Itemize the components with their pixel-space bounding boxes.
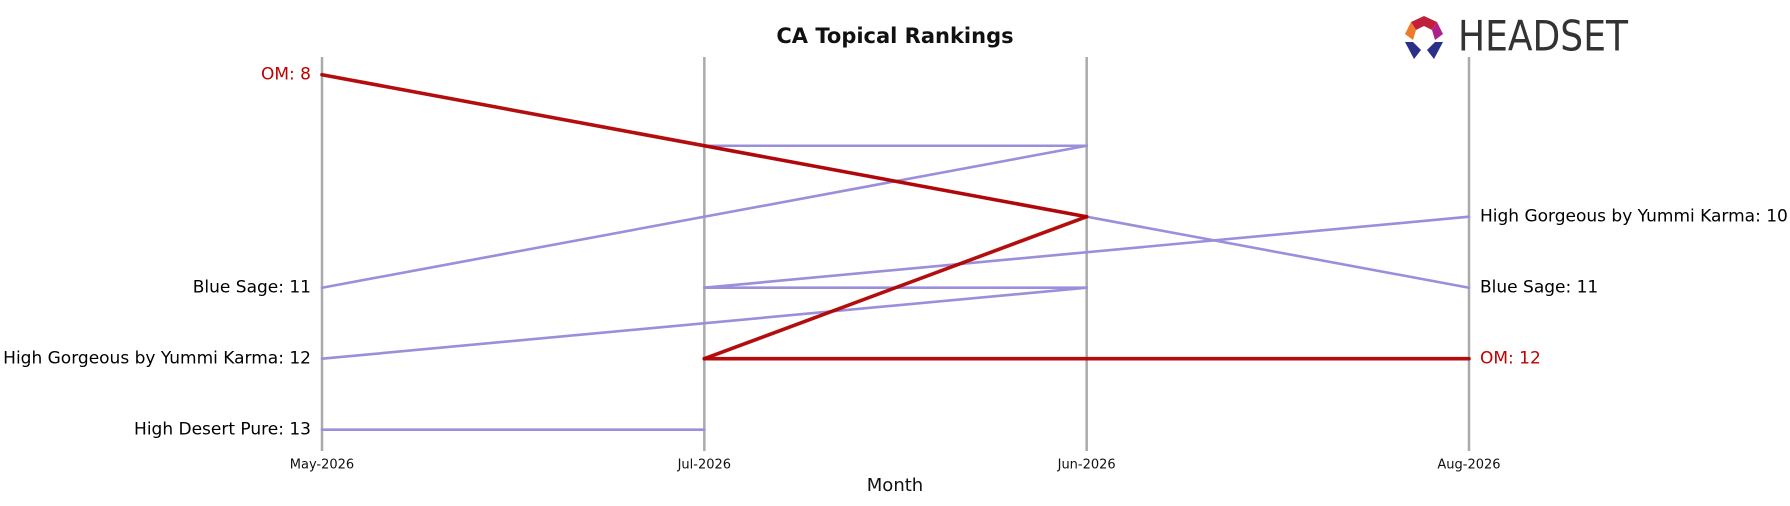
value-label: OM: 8	[261, 65, 311, 85]
value-label: High Desert Pure: 13	[134, 420, 311, 440]
value-label: High Gorgeous by Yummi Karma: 12	[3, 349, 311, 369]
chart-title: CA Topical Rankings	[776, 24, 1013, 48]
value-label: High Gorgeous by Yummi Karma: 10	[1480, 207, 1788, 227]
rank-segment	[320, 144, 1088, 290]
x-tick-label: Aug-2026	[1437, 458, 1500, 473]
logo-icon-top	[1411, 16, 1437, 30]
logo-icon-left	[1405, 22, 1416, 40]
x-tick-label: May-2026	[290, 458, 354, 473]
rank-segment	[320, 286, 1088, 361]
logo-icon-right	[1432, 22, 1443, 40]
x-axis-label: Month	[867, 475, 923, 496]
x-tick-label: Jul-2026	[677, 458, 731, 473]
logo-icon-bottom-right	[1427, 42, 1443, 59]
rank-segment	[320, 72, 1089, 219]
value-label: OM: 12	[1480, 349, 1541, 369]
value-label: Blue Sage: 11	[193, 278, 311, 298]
logo-icon-bottom-left	[1405, 42, 1421, 59]
value-label: Blue Sage: 11	[1480, 278, 1598, 298]
rank-segment	[702, 214, 1089, 361]
rank-segment	[703, 215, 1471, 290]
logo-text: HEADSET	[1458, 12, 1628, 61]
x-tick-label: Jun-2026	[1057, 458, 1116, 473]
logo: HEADSET	[1405, 12, 1628, 61]
